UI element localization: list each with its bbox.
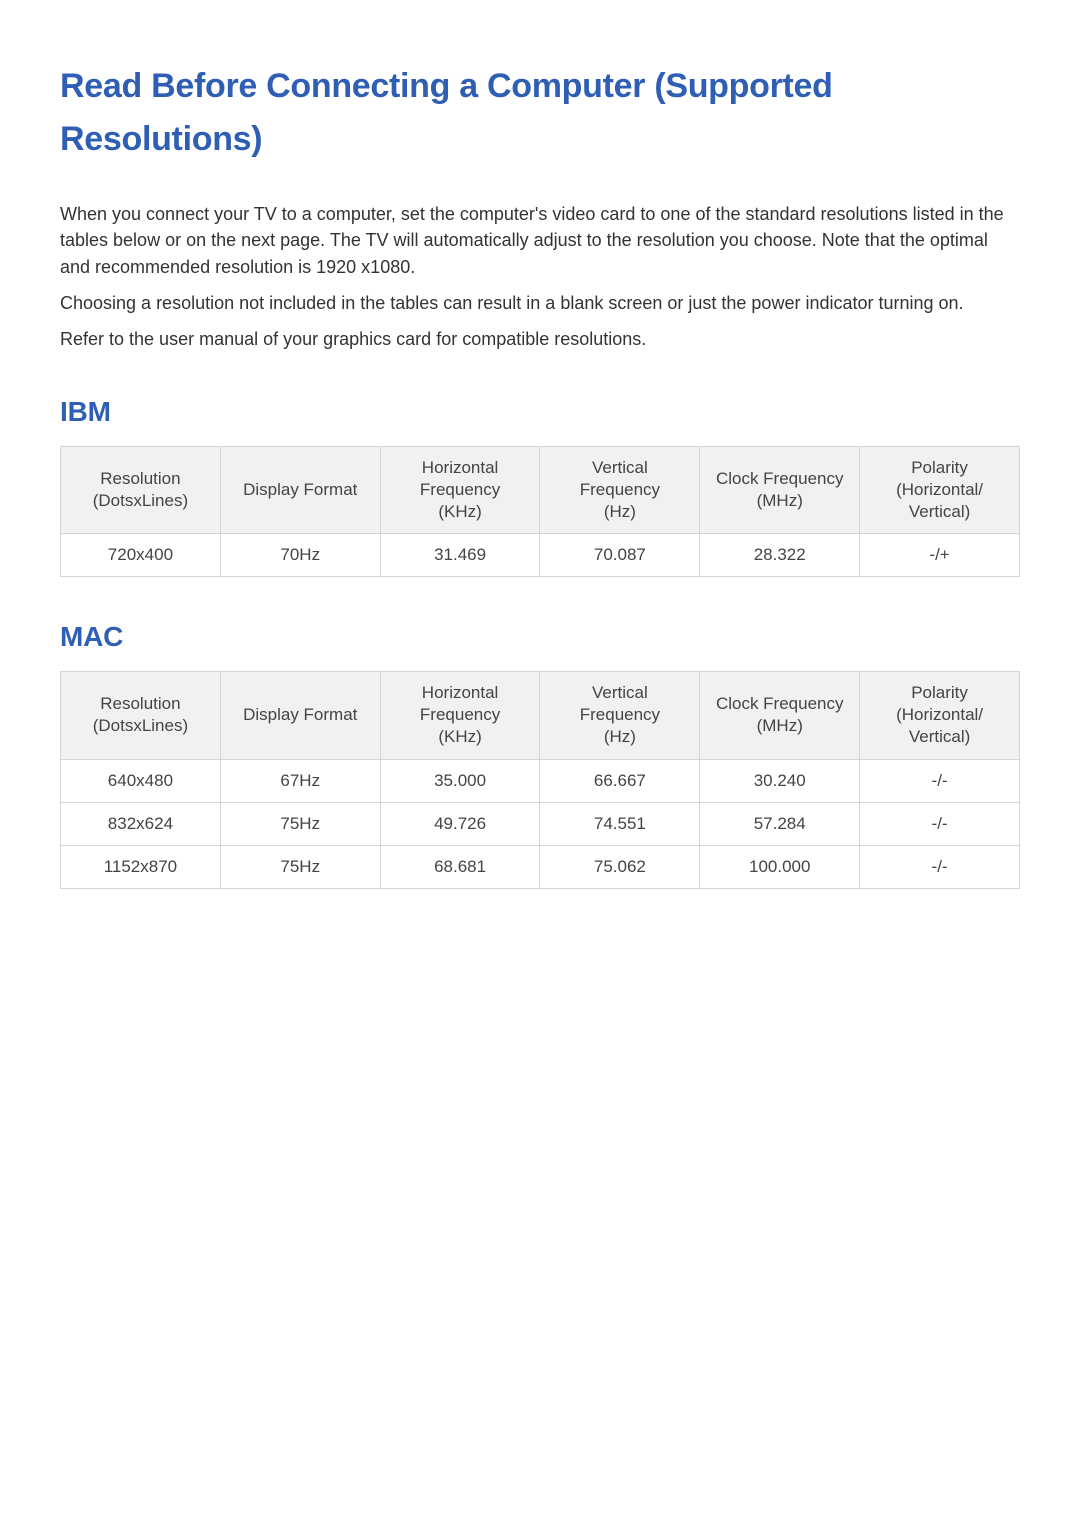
- cell-clock: 30.240: [700, 759, 860, 802]
- cell-display-format: 75Hz: [220, 845, 380, 888]
- section-heading-mac: MAC: [60, 621, 1020, 653]
- cell-vfreq: 74.551: [540, 802, 700, 845]
- cell-polarity: -/-: [860, 845, 1020, 888]
- col-display-format: Display Format: [220, 446, 380, 533]
- intro-paragraph-3: Refer to the user manual of your graphic…: [60, 326, 1020, 352]
- table-row: 1152x870 75Hz 68.681 75.062 100.000 -/-: [61, 845, 1020, 888]
- cell-hfreq: 49.726: [380, 802, 540, 845]
- cell-hfreq: 35.000: [380, 759, 540, 802]
- intro-paragraph-1: When you connect your TV to a computer, …: [60, 201, 1020, 279]
- cell-resolution: 832x624: [61, 802, 221, 845]
- section-heading-ibm: IBM: [60, 396, 1020, 428]
- cell-resolution: 640x480: [61, 759, 221, 802]
- cell-polarity: -/-: [860, 759, 1020, 802]
- col-vertical-frequency: Vertical Frequency (Hz): [540, 446, 700, 533]
- cell-resolution: 720x400: [61, 534, 221, 577]
- cell-clock: 57.284: [700, 802, 860, 845]
- cell-resolution: 1152x870: [61, 845, 221, 888]
- col-vertical-frequency: Vertical Frequency (Hz): [540, 672, 700, 759]
- table-row: 832x624 75Hz 49.726 74.551 57.284 -/-: [61, 802, 1020, 845]
- cell-display-format: 67Hz: [220, 759, 380, 802]
- col-display-format: Display Format: [220, 672, 380, 759]
- cell-display-format: 70Hz: [220, 534, 380, 577]
- col-resolution: Resolution (DotsxLines): [61, 446, 221, 533]
- cell-clock: 28.322: [700, 534, 860, 577]
- ibm-table: Resolution (DotsxLines) Display Format H…: [60, 446, 1020, 577]
- col-resolution: Resolution (DotsxLines): [61, 672, 221, 759]
- col-clock-frequency: Clock Frequency (MHz): [700, 446, 860, 533]
- cell-vfreq: 66.667: [540, 759, 700, 802]
- table-row: 640x480 67Hz 35.000 66.667 30.240 -/-: [61, 759, 1020, 802]
- col-polarity: Polarity (Horizontal/ Vertical): [860, 446, 1020, 533]
- table-header-row: Resolution (DotsxLines) Display Format H…: [61, 446, 1020, 533]
- cell-polarity: -/-: [860, 802, 1020, 845]
- cell-display-format: 75Hz: [220, 802, 380, 845]
- page-title: Read Before Connecting a Computer (Suppo…: [60, 60, 1020, 165]
- col-horizontal-frequency: Horizontal Frequency (KHz): [380, 672, 540, 759]
- table-row: 720x400 70Hz 31.469 70.087 28.322 -/+: [61, 534, 1020, 577]
- col-horizontal-frequency: Horizontal Frequency (KHz): [380, 446, 540, 533]
- cell-polarity: -/+: [860, 534, 1020, 577]
- col-clock-frequency: Clock Frequency (MHz): [700, 672, 860, 759]
- mac-table: Resolution (DotsxLines) Display Format H…: [60, 671, 1020, 889]
- col-polarity: Polarity (Horizontal/ Vertical): [860, 672, 1020, 759]
- cell-vfreq: 75.062: [540, 845, 700, 888]
- cell-vfreq: 70.087: [540, 534, 700, 577]
- intro-paragraph-2: Choosing a resolution not included in th…: [60, 290, 1020, 316]
- cell-clock: 100.000: [700, 845, 860, 888]
- cell-hfreq: 68.681: [380, 845, 540, 888]
- cell-hfreq: 31.469: [380, 534, 540, 577]
- table-header-row: Resolution (DotsxLines) Display Format H…: [61, 672, 1020, 759]
